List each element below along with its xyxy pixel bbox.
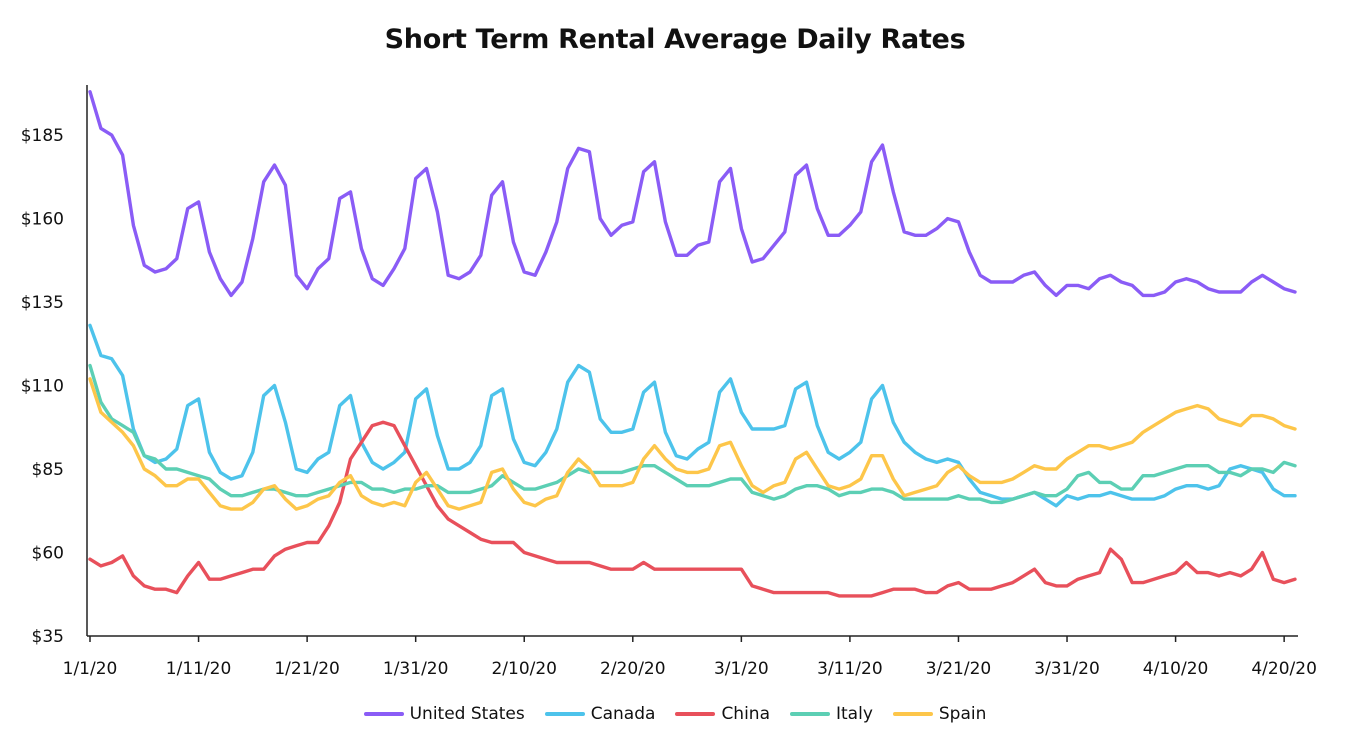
chart-title: Short Term Rental Average Daily Rates bbox=[384, 24, 966, 55]
series-line-spain bbox=[88, 377, 1297, 511]
x-tick-label: 3/11/20 bbox=[817, 659, 883, 679]
x-axis-tick-labels: 1/1/20 1/11/20 1/21/20 1/31/20 2/10/20 2/20/2… bbox=[63, 659, 1317, 679]
y-axis-tick-labels: $35 $60 $85 $110 $135 $160 $185 bbox=[21, 126, 64, 647]
legend-label: Spain bbox=[938, 704, 987, 724]
legend-swatch bbox=[675, 712, 716, 716]
x-tick-label: 4/20/20 bbox=[1251, 659, 1317, 679]
x-tick-label: 3/1/20 bbox=[714, 659, 769, 679]
legend-label: Italy bbox=[836, 704, 873, 724]
legend-swatch bbox=[363, 712, 404, 716]
legend-item-spain: Spain bbox=[892, 704, 987, 724]
chart-legend: United States Canada China Italy Spain bbox=[0, 704, 1350, 724]
legend-item-canada: Canada bbox=[544, 704, 656, 724]
x-tick-label: 4/10/20 bbox=[1143, 659, 1209, 679]
legend-swatch bbox=[544, 712, 585, 716]
chart-axes bbox=[86, 85, 1298, 642]
y-tick-label: $185 bbox=[21, 126, 64, 146]
y-tick-label: $60 bbox=[32, 544, 64, 564]
legend-swatch bbox=[790, 712, 830, 716]
y-tick-label: $160 bbox=[21, 210, 64, 230]
series-line-united-states bbox=[88, 89, 1297, 298]
y-tick-label: $35 bbox=[32, 627, 64, 647]
x-tick-label: 3/21/20 bbox=[926, 659, 992, 679]
x-tick-label: 3/31/20 bbox=[1034, 659, 1100, 679]
legend-item-china: China bbox=[675, 704, 770, 724]
series-line-china bbox=[88, 420, 1297, 598]
legend-label: Canada bbox=[590, 704, 656, 724]
legend-item-italy: Italy bbox=[790, 704, 873, 724]
legend-swatch bbox=[892, 712, 933, 716]
y-tick-label: $110 bbox=[21, 377, 64, 397]
legend-label: United States bbox=[409, 704, 525, 724]
series-line-canada bbox=[88, 323, 1297, 508]
y-tick-label: $135 bbox=[21, 293, 64, 313]
x-tick-label: 2/20/20 bbox=[600, 659, 666, 679]
series-lines bbox=[88, 89, 1297, 598]
series-line-italy bbox=[88, 363, 1297, 505]
legend-item-united-states: United States bbox=[363, 704, 525, 724]
legend-label: China bbox=[721, 704, 770, 724]
x-tick-label: 1/11/20 bbox=[166, 659, 232, 679]
y-tick-label: $85 bbox=[32, 460, 64, 480]
x-tick-label: 2/10/20 bbox=[491, 659, 557, 679]
x-tick-label: 1/31/20 bbox=[383, 659, 449, 679]
x-tick-label: 1/21/20 bbox=[274, 659, 340, 679]
x-tick-label: 1/1/20 bbox=[63, 659, 118, 679]
